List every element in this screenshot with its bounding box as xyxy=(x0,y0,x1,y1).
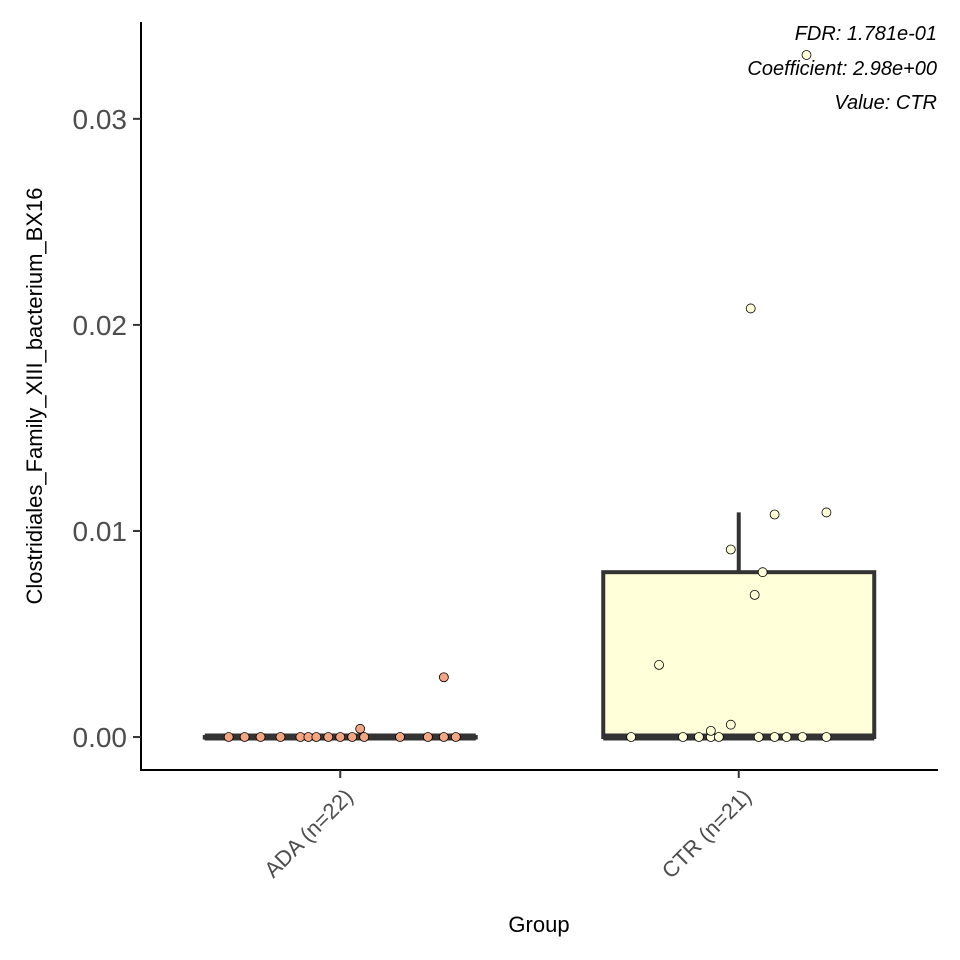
data-point xyxy=(769,509,780,520)
data-point xyxy=(450,732,461,742)
annotation-value: Value: CTR xyxy=(834,92,937,114)
data-point xyxy=(423,732,433,742)
x-tick-label: ADA (n=22) xyxy=(259,784,358,883)
data-point xyxy=(347,732,358,742)
data-point xyxy=(781,732,792,742)
data-point xyxy=(821,507,832,518)
data-point xyxy=(438,672,449,683)
data-point xyxy=(705,725,716,736)
data-point xyxy=(749,589,760,600)
y-tick-label: 0.03 xyxy=(73,104,128,135)
data-point xyxy=(753,732,764,742)
data-point xyxy=(757,567,768,578)
annotation-coefficient: Coefficient: 2.98e+00 xyxy=(747,58,937,80)
box-layer xyxy=(202,512,877,741)
annotation-fdr: FDR: 1.781e-01 xyxy=(795,23,937,45)
box-body xyxy=(601,570,877,740)
data-point xyxy=(395,732,405,742)
points-layer xyxy=(223,50,832,742)
data-point xyxy=(311,732,322,742)
data-point xyxy=(255,732,266,742)
data-point xyxy=(275,732,286,742)
data-point xyxy=(745,303,756,314)
data-point xyxy=(359,732,370,742)
x-axis-title: Group xyxy=(508,912,569,937)
data-point xyxy=(725,544,736,555)
data-point xyxy=(713,732,724,742)
data-point xyxy=(355,723,366,734)
data-point xyxy=(239,732,250,742)
data-point xyxy=(769,732,780,742)
x-tick-label: CTR (n=21) xyxy=(657,784,756,883)
data-point xyxy=(223,732,234,742)
data-point xyxy=(797,732,808,742)
y-axis-ticks: 0.00 0.01 0.02 0.03 xyxy=(73,104,141,753)
data-point xyxy=(438,732,449,742)
x-axis-ticks: ADA (n=22) CTR (n=21) xyxy=(259,770,756,883)
data-point xyxy=(725,719,736,730)
data-point xyxy=(335,732,346,742)
y-tick-label: 0.01 xyxy=(73,516,128,547)
data-point xyxy=(654,660,664,670)
data-point xyxy=(694,732,704,742)
y-tick-label: 0.02 xyxy=(73,310,128,341)
data-point xyxy=(678,732,688,742)
data-point xyxy=(821,732,832,742)
data-point xyxy=(801,50,812,60)
y-axis-title: Clostridiales_Family_XIII_bacterium_BX16 xyxy=(22,188,47,605)
y-tick-label: 0.00 xyxy=(73,722,128,753)
data-point xyxy=(626,732,637,742)
data-point xyxy=(323,732,334,742)
